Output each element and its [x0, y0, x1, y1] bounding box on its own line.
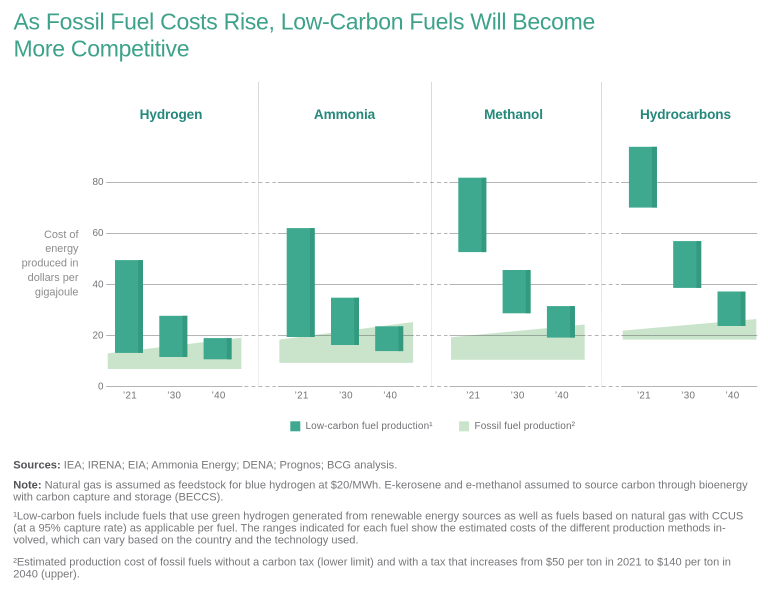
svg-text:Ammonia: Ammonia: [314, 107, 376, 122]
svg-text:²Estimated production cost of: ²Estimated production cost of fossil fue…: [13, 556, 731, 568]
svg-text:60: 60: [93, 228, 104, 239]
svg-text:produced in: produced in: [22, 258, 79, 270]
svg-text:More Competitive: More Competitive: [14, 35, 190, 61]
svg-text:’21: ’21: [466, 391, 480, 402]
svg-text:energy: energy: [45, 243, 79, 255]
svg-text:’30: ’30: [511, 391, 525, 402]
svg-text:(at a 95% capture rate) as app: (at a 95% capture rate) as applicable pe…: [13, 522, 726, 534]
svg-text:¹Low-carbon fuels include fuel: ¹Low-carbon fuels include fuels that use…: [13, 510, 743, 522]
svg-text:0: 0: [98, 382, 104, 393]
svg-text:’40: ’40: [726, 391, 740, 402]
svg-text:Methanol: Methanol: [484, 107, 543, 122]
svg-text:Hydrogen: Hydrogen: [140, 107, 203, 122]
svg-text:’30: ’30: [167, 391, 181, 402]
svg-text:dollars per: dollars per: [28, 272, 79, 284]
svg-text:Sources: IEA; IRENA; EIA; Ammo: Sources: IEA; IRENA; EIA; Ammonia Energy…: [13, 460, 397, 472]
svg-text:Fossil fuel production²: Fossil fuel production²: [475, 421, 576, 432]
svg-text:20: 20: [93, 331, 104, 342]
svg-text:80: 80: [93, 177, 104, 188]
svg-text:’40: ’40: [212, 391, 226, 402]
svg-text:gigajoule: gigajoule: [35, 286, 79, 298]
svg-text:’21: ’21: [123, 391, 137, 402]
svg-text:2040 (upper).: 2040 (upper).: [13, 568, 80, 580]
svg-text:with carbon capture and storag: with carbon capture and storage (BECCS).: [12, 491, 223, 503]
svg-text:’21: ’21: [295, 391, 309, 402]
svg-text:’30: ’30: [339, 391, 353, 402]
svg-text:volved, which can vary based o: volved, which can vary based on the coun…: [13, 534, 358, 546]
svg-text:’40: ’40: [383, 391, 397, 402]
svg-text:Cost of: Cost of: [44, 229, 79, 241]
svg-text:’40: ’40: [555, 391, 569, 402]
svg-text:Hydrocarbons: Hydrocarbons: [640, 107, 731, 122]
svg-text:’21: ’21: [637, 391, 651, 402]
svg-text:Note: Natural gas is assumed a: Note: Natural gas is assumed as feedstoc…: [13, 479, 748, 491]
svg-text:Low-carbon fuel production¹: Low-carbon fuel production¹: [306, 421, 434, 432]
svg-text:As Fossil Fuel Costs Rise, Low: As Fossil Fuel Costs Rise, Low-Carbon Fu…: [14, 9, 596, 35]
svg-text:40: 40: [93, 279, 104, 290]
svg-text:’30: ’30: [681, 391, 695, 402]
